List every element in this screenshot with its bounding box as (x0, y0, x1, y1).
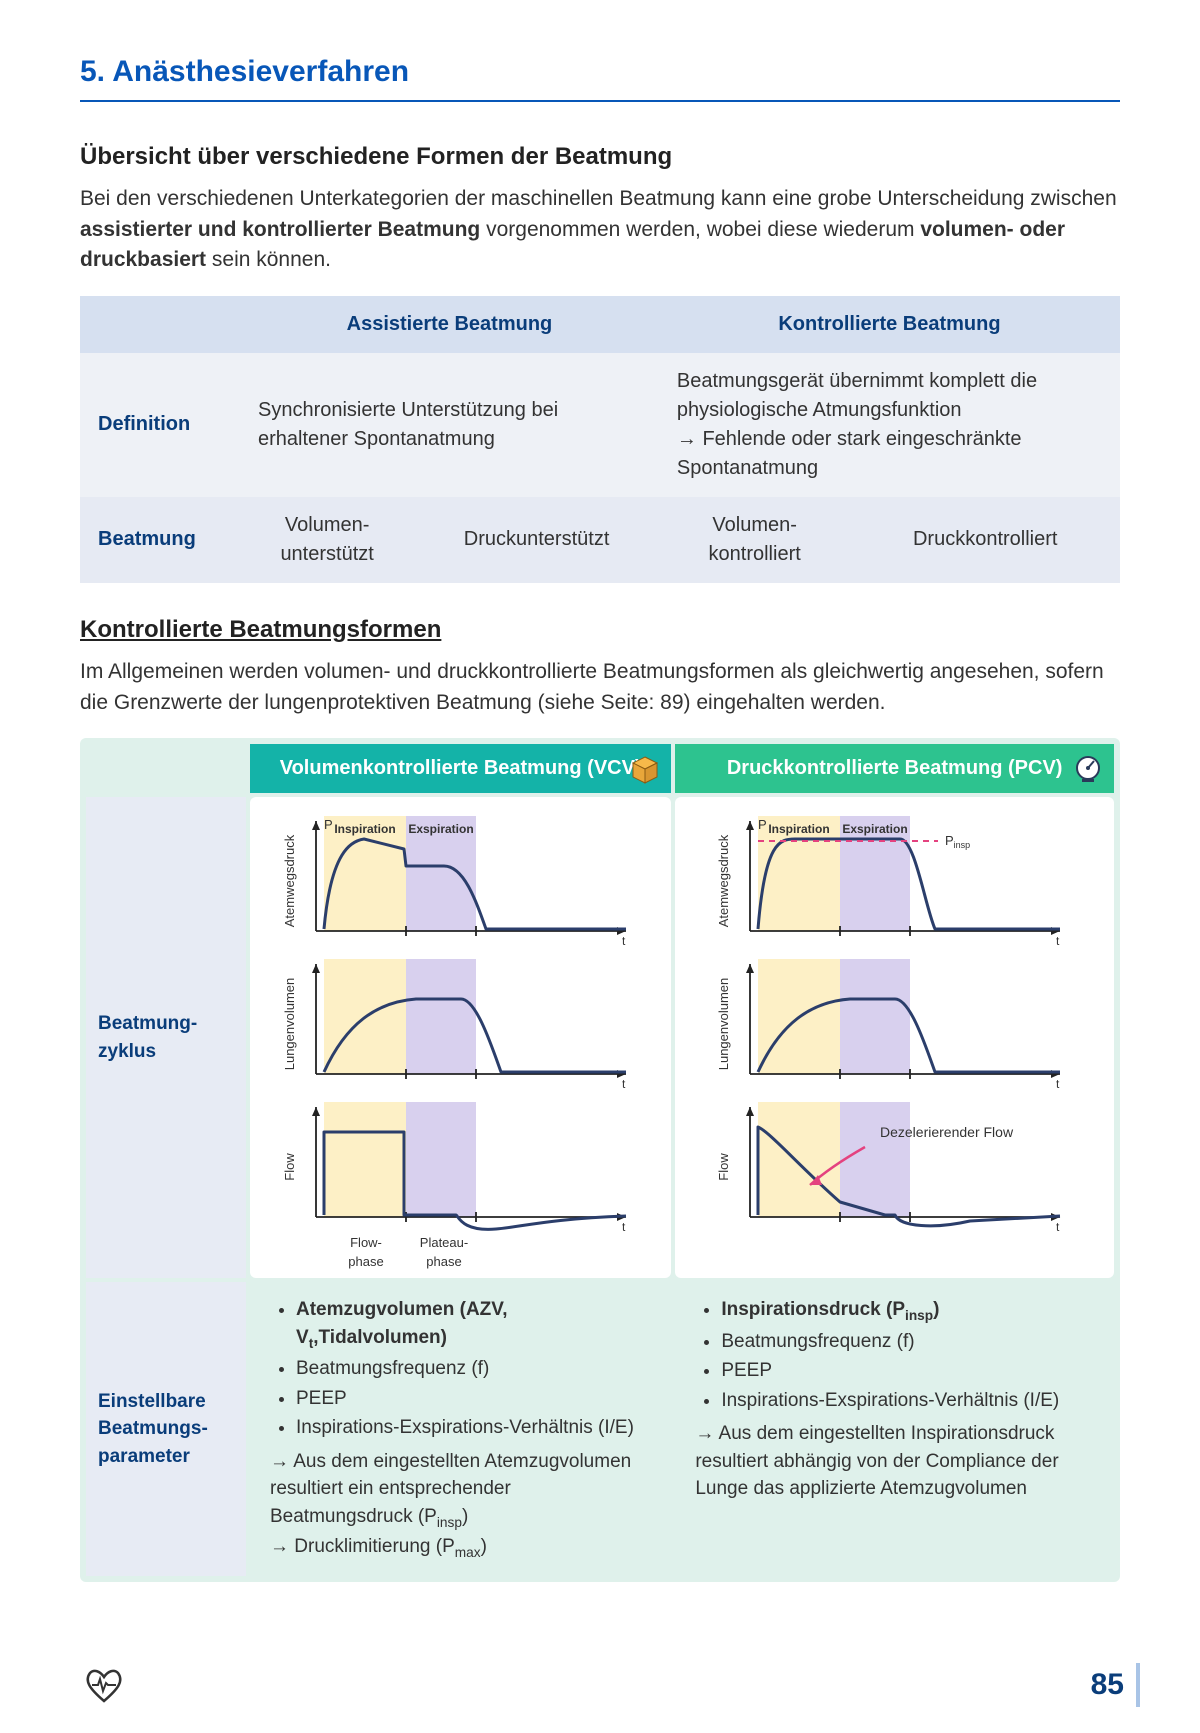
heart-ecg-icon (80, 1661, 128, 1709)
cell-def-controlled: Beatmungsgerät übernimmt komplett die ph… (659, 353, 1120, 497)
svg-text:Lungenvolumen: Lungenvolumen (282, 978, 297, 1071)
pcv-head-label: Druckkontrollierte Beatmung (PCV) (727, 757, 1063, 779)
cell-druck-ctrl: Druckkontrolliert (850, 497, 1120, 583)
param-item: PEEP (296, 1385, 653, 1413)
intro-text-3: sein können. (206, 248, 331, 271)
params-row: Einstellbare Beatmungs-parameter Atemzug… (86, 1282, 1114, 1576)
svg-text:Flow: Flow (716, 1153, 731, 1181)
flowphase-label: Flow-phase (336, 1234, 396, 1272)
page-footer: 85 (80, 1661, 1140, 1709)
svg-text:P: P (324, 817, 333, 832)
vcv-note-2: → Drucklimitierung (Pmax) (270, 1533, 653, 1563)
plateauphase-label: Plateau-phase (414, 1234, 474, 1272)
vcv-column-header: Volumenkontrollierte Beatmung (VCV) (250, 744, 671, 793)
cube-icon (629, 753, 661, 785)
intro-text: Bei den verschiedenen Unterkategorien de… (80, 187, 1117, 210)
vcv-head-label: Volumenkontrollierte Beatmung (VCV) (280, 757, 642, 779)
controlled-forms-table-wrap: Volumenkontrollierte Beatmung (VCV) Druc… (80, 738, 1120, 1582)
controlled-intro: Im Allgemeinen werden volumen- und druck… (80, 657, 1120, 718)
vcv-phase-footlabels: Flow-phase Plateau-phase (336, 1234, 661, 1272)
controlled-forms-table: Volumenkontrollierte Beatmung (VCV) Druc… (82, 740, 1118, 1580)
row-label-params: Einstellbare Beatmungs-parameter (86, 1282, 246, 1576)
vcv-param-list: Atemzugvolumen (AZV, Vt,Tidalvolumen)Bea… (268, 1296, 653, 1442)
svg-text:Atemwegsdruck: Atemwegsdruck (716, 835, 731, 928)
svg-text:t: t (622, 1077, 626, 1089)
svg-text:t: t (622, 934, 626, 946)
cell-vol-ctrl: Volumen- kontrolliert (659, 497, 851, 583)
row-label-cycle: Beatmung-zyklus (86, 797, 246, 1278)
param-item: Inspirations-Exspirations-Verhältnis (I/… (721, 1387, 1096, 1415)
svg-text:P: P (758, 817, 767, 832)
svg-text:t: t (1056, 1077, 1060, 1089)
cell-vol-assist: Volumen- unterstützt (240, 497, 414, 583)
table-row: Beatmung Volumen- unterstützt Druckunter… (80, 497, 1120, 583)
pcv-param-list: Inspirationsdruck (Pinsp)Beatmungsfreque… (693, 1296, 1096, 1414)
pcv-params-cell: Inspirationsdruck (Pinsp)Beatmungsfreque… (675, 1282, 1114, 1576)
svg-text:Inspiration: Inspiration (768, 822, 829, 836)
pcv-note-1: → Aus dem eingestellten Inspirationsdruc… (695, 1420, 1096, 1503)
pcv-column-header: Druckkontrollierte Beatmung (PCV) (675, 744, 1114, 793)
svg-text:Flow: Flow (282, 1153, 297, 1181)
svg-text:Exspiration: Exspiration (408, 822, 473, 836)
chart-flow: Dezelerierender Flow Flow t (710, 1097, 1080, 1232)
row-label-definition: Definition (80, 353, 240, 497)
overview-intro: Bei den verschiedenen Unterkategorien de… (80, 184, 1120, 275)
svg-text:Inspiration: Inspiration (334, 822, 395, 836)
svg-text:Dezelerierender Flow: Dezelerierender Flow (880, 1124, 1014, 1140)
svg-text:Exspiration: Exspiration (842, 822, 907, 836)
cycle-row: Beatmung-zyklus Inspiration Exspiration P … (86, 797, 1114, 1278)
pcv-charts-cell: Inspiration Exspiration Pinsp P Atemwegsdru… (675, 797, 1114, 1278)
param-item: PEEP (721, 1357, 1096, 1385)
svg-text:Atemwegsdruck: Atemwegsdruck (282, 835, 297, 928)
cell-def-assisted: Synchronisierte Unterstützung bei erhalt… (240, 353, 659, 497)
svg-text:t: t (1056, 1220, 1060, 1232)
intro-bold-1: assistierter und kontrollierter Beatmung (80, 218, 480, 241)
row-label-beatmung: Beatmung (80, 497, 240, 583)
vcv-params-cell: Atemzugvolumen (AZV, Vt,Tidalvolumen)Bea… (250, 1282, 671, 1576)
controlled-heading: Kontrollierte Beatmungsformen (80, 613, 1120, 648)
overview-col-controlled: Kontrollierte Beatmung (659, 296, 1120, 353)
param-item: Inspirations-Exspirations-Verhältnis (I/… (296, 1414, 653, 1442)
svg-text:Pinsp: Pinsp (945, 833, 970, 850)
page-number: 85 (1091, 1663, 1140, 1707)
svg-text:Lungenvolumen: Lungenvolumen (716, 978, 731, 1071)
intro-text-2: vorgenommen werden, wobei diese wiederum (480, 218, 920, 241)
vcv-note-1: → Aus dem eingestellten Atemzugvolumen r… (270, 1448, 653, 1533)
table-row: Definition Synchronisierte Unterstützung… (80, 353, 1120, 497)
chart-lungenvolumen: Lungenvolumen t (276, 954, 646, 1089)
svg-text:t: t (622, 1220, 626, 1232)
overview-col-assisted: Assistierte Beatmung (240, 296, 659, 353)
cell-druck-assist: Druckunterstützt (414, 497, 659, 583)
param-item: Beatmungsfrequenz (f) (296, 1355, 653, 1383)
chart-lungenvolumen: Lungenvolumen t (710, 954, 1080, 1089)
param-item: Beatmungsfrequenz (f) (721, 1328, 1096, 1356)
param-item: Inspirationsdruck (Pinsp) (721, 1296, 1096, 1326)
chapter-title: 5. Anästhesieverfahren (80, 50, 1120, 102)
gauge-icon (1072, 753, 1104, 785)
chart-flow: Flow t (276, 1097, 646, 1232)
svg-text:t: t (1056, 934, 1060, 946)
chart-atemwegsdruck: Inspiration Exspiration Pinsp P Atemwegsdru… (710, 811, 1080, 946)
overview-heading: Übersicht über verschiedene Formen der B… (80, 140, 1120, 175)
chart-atemwegsdruck: Inspiration Exspiration P Atemwegsdruck t (276, 811, 646, 946)
overview-table: Assistierte Beatmung Kontrollierte Beatm… (80, 296, 1120, 583)
vcv-charts-cell: InspirationExspirationP Atemwegsdruck t … (250, 797, 671, 1278)
param-item: Atemzugvolumen (AZV, Vt,Tidalvolumen) (296, 1296, 653, 1353)
